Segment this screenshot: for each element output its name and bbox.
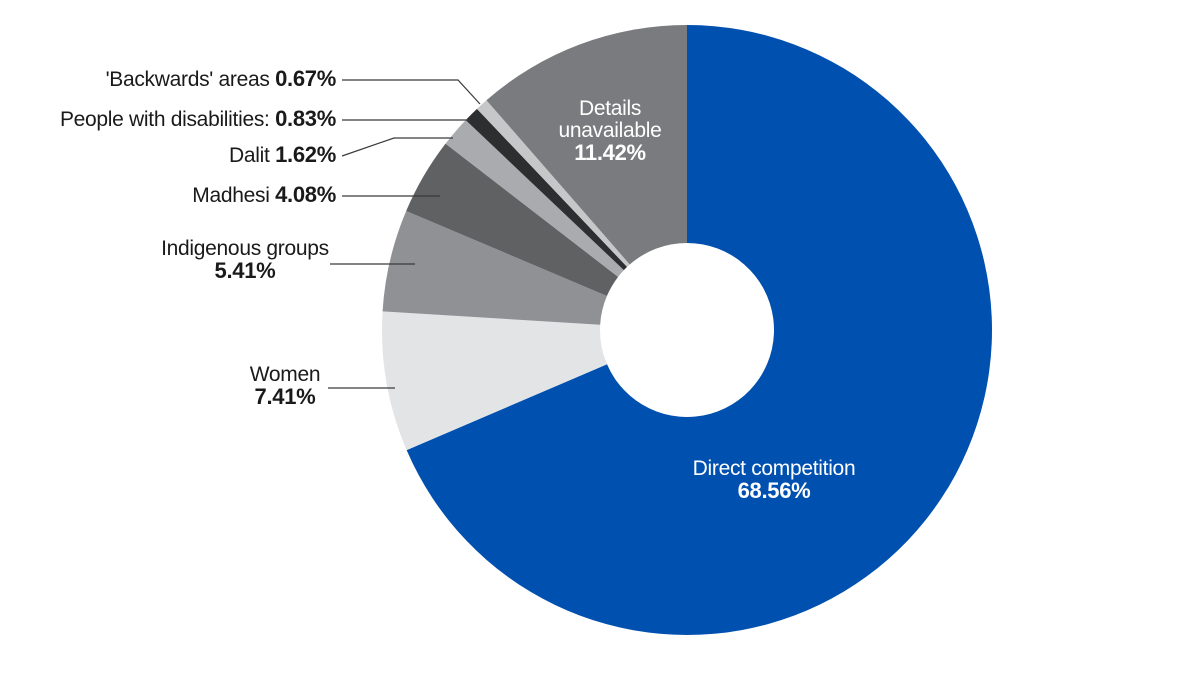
label-backwards: 'Backwards' areas 0.67%: [105, 66, 337, 91]
label-indigenous: Indigenous groups 5.41%: [150, 238, 340, 282]
label-indigenous-name: Indigenous groups: [161, 237, 329, 260]
slice-details-unavailable: [486, 25, 687, 265]
label-direct-name: Direct competition: [692, 457, 856, 480]
label-direct-competition: Direct competition 68.56%: [664, 458, 884, 502]
slice-backwards-areas: [476, 100, 630, 267]
slice-people-with-disabilities: [465, 108, 628, 271]
label-dalit-name: Dalit: [229, 144, 270, 167]
label-women-name: Women: [249, 363, 321, 386]
label-backwards-value: 0.67%: [275, 66, 336, 91]
slice-women: [382, 311, 608, 451]
leader-line-backwards: [342, 79, 481, 105]
label-madhesi: Madhesi 4.08%: [192, 184, 336, 207]
donut-slices: [382, 25, 993, 635]
label-disabilities-name: People with disabilities:: [59, 108, 270, 131]
label-details-unavailable: Details unavailable 11.42%: [545, 98, 675, 164]
label-direct-value: 68.56%: [737, 478, 811, 503]
label-madhesi-name: Madhesi: [192, 184, 270, 207]
label-women-value: 7.41%: [254, 384, 316, 409]
label-disabilities: People with disabilities: 0.83%: [60, 108, 336, 131]
leader-lines: [328, 79, 481, 389]
slice-direct-competition: [406, 25, 993, 635]
slice-dalit: [445, 120, 624, 277]
label-details-name-line2: unavailable: [558, 119, 662, 142]
label-indigenous-value: 5.41%: [214, 258, 276, 283]
label-madhesi-value: 4.08%: [275, 182, 336, 207]
label-dalit-value: 1.62%: [275, 142, 336, 167]
label-women: Women 7.41%: [230, 364, 340, 408]
label-dalit: Dalit 1.62%: [229, 144, 336, 167]
slice-indigenous-groups: [382, 210, 607, 325]
label-details-name-line1: Details: [578, 97, 642, 120]
label-details-value: 11.42%: [574, 140, 646, 165]
label-disabilities-value: 0.83%: [275, 106, 336, 131]
slice-madhesi: [406, 143, 619, 297]
label-backwards-name: 'Backwards' areas: [105, 68, 270, 91]
leader-line-dalit: [341, 137, 453, 157]
